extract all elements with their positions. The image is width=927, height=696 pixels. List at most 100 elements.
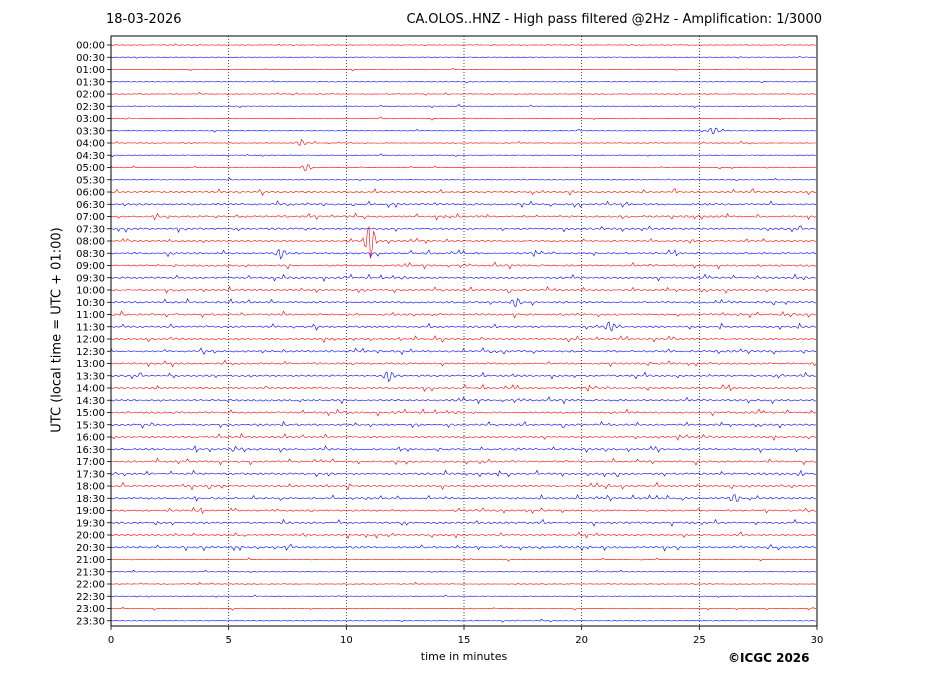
y-tick-label: 09:00 [76,261,105,272]
y-tick-label: 12:30 [76,347,105,358]
trace-1500 [110,408,817,417]
trace-0000 [110,43,817,47]
trace-2200 [110,581,817,586]
y-tick-label: 01:30 [76,77,105,88]
trace-1200 [110,335,817,344]
trace-1730 [110,469,817,478]
y-tick-label: 13:30 [76,371,105,382]
trace-0600 [110,187,817,197]
trace-0200 [110,91,816,96]
y-tick-label: 05:30 [76,175,105,186]
trace-0030 [110,55,817,59]
grid-layer [228,36,700,626]
y-tick-label: 20:30 [76,543,105,554]
trace-2230 [110,594,816,598]
x-tick-label: 5 [225,635,231,646]
x-ticks-layer: 0 5 10 15 20 25 30 [108,626,824,646]
y-tick-label: 14:30 [76,396,105,407]
y-tick-label: 07:00 [76,212,105,223]
trace-2030 [110,543,817,552]
y-tick-label: 14:00 [76,384,105,395]
y-tick-label: 20:00 [76,531,105,542]
trace-1700 [110,457,817,466]
y-tick-label: 12:00 [76,335,105,346]
x-tick-label: 15 [458,635,471,646]
trace-2100 [110,557,817,562]
copyright-label: ©ICGC 2026 [728,651,810,665]
trace-0730 [110,225,817,233]
y-tick-label: 21:30 [76,567,105,578]
trace-1130 [110,321,817,332]
y-tick-label: 02:30 [76,102,105,113]
x-tick-label: 0 [108,635,114,646]
y-tick-label: 15:30 [76,420,105,431]
trace-0700 [110,212,817,221]
y-tick-label: 13:00 [76,359,105,370]
trace-1630 [110,444,817,454]
trace-0530 [110,177,816,182]
y-tick-label: 05:00 [76,163,105,174]
trace-0500 [110,164,817,171]
y-tick-label: 18:30 [76,494,105,505]
y-tick-label: 03:00 [76,114,105,125]
y-tick-label: 17:00 [76,457,105,468]
y-tick-label: 10:30 [76,298,105,309]
trace-0430 [110,153,817,158]
y-tick-label: 19:30 [76,518,105,529]
y-tick-label: 00:30 [76,53,105,64]
y-tick-label: 08:00 [76,237,105,248]
y-tick-label: 19:00 [76,506,105,517]
y-tick-label: 22:00 [76,580,105,591]
y-tick-label: 04:00 [76,139,105,150]
trace-0900 [110,261,817,270]
trace-0800 [110,226,817,259]
x-axis-label: time in minutes [420,650,508,663]
y-tick-label: 08:30 [76,249,105,260]
trace-2130 [110,569,817,573]
trace-2330 [110,618,816,623]
y-tick-label: 11:30 [76,322,105,333]
y-tick-label: 21:00 [76,555,105,566]
trace-1400 [110,383,817,392]
trace-0300 [110,116,817,121]
trace-1100 [110,310,817,319]
x-tick-label: 25 [693,635,706,646]
trace-1230 [110,347,816,356]
trace-0630 [110,200,817,209]
x-tick-label: 10 [340,635,353,646]
y-tick-label: 16:00 [76,433,105,444]
trace-0400 [110,138,816,146]
y-tick-label: 00:00 [76,41,105,52]
trace-2300 [110,607,816,611]
trace-0330 [110,127,817,134]
trace-0230 [110,104,817,109]
y-tick-label: 04:30 [76,151,105,162]
trace-0830 [110,248,817,260]
y-tick-label: 10:00 [76,286,105,297]
trace-1600 [110,432,817,441]
date-label: 18-03-2026 [106,12,182,27]
trace-1000 [110,285,817,294]
trace-1800 [110,481,817,491]
trace-0100 [110,67,816,72]
trace-1530 [110,420,817,429]
y-tick-label: 01:00 [76,65,105,76]
y-tick-label: 03:30 [76,126,105,137]
chart-title: CA.OLOS..HNZ - High pass filtered @2Hz -… [406,12,822,27]
y-tick-label: 18:00 [76,482,105,493]
trace-1430 [110,396,817,405]
y-tick-label: 15:00 [76,408,105,419]
x-tick-label: 20 [575,635,588,646]
x-tick-label: 30 [811,635,824,646]
trace-1330 [110,371,817,383]
y-tick-label: 02:00 [76,90,105,101]
trace-0930 [110,273,817,283]
y-tick-label: 06:30 [76,200,105,211]
trace-1030 [110,298,817,307]
trace-layer [110,43,817,623]
y-tick-label: 23:00 [76,604,105,615]
trace-2000 [110,531,816,539]
y-tick-label: 23:30 [76,616,105,627]
